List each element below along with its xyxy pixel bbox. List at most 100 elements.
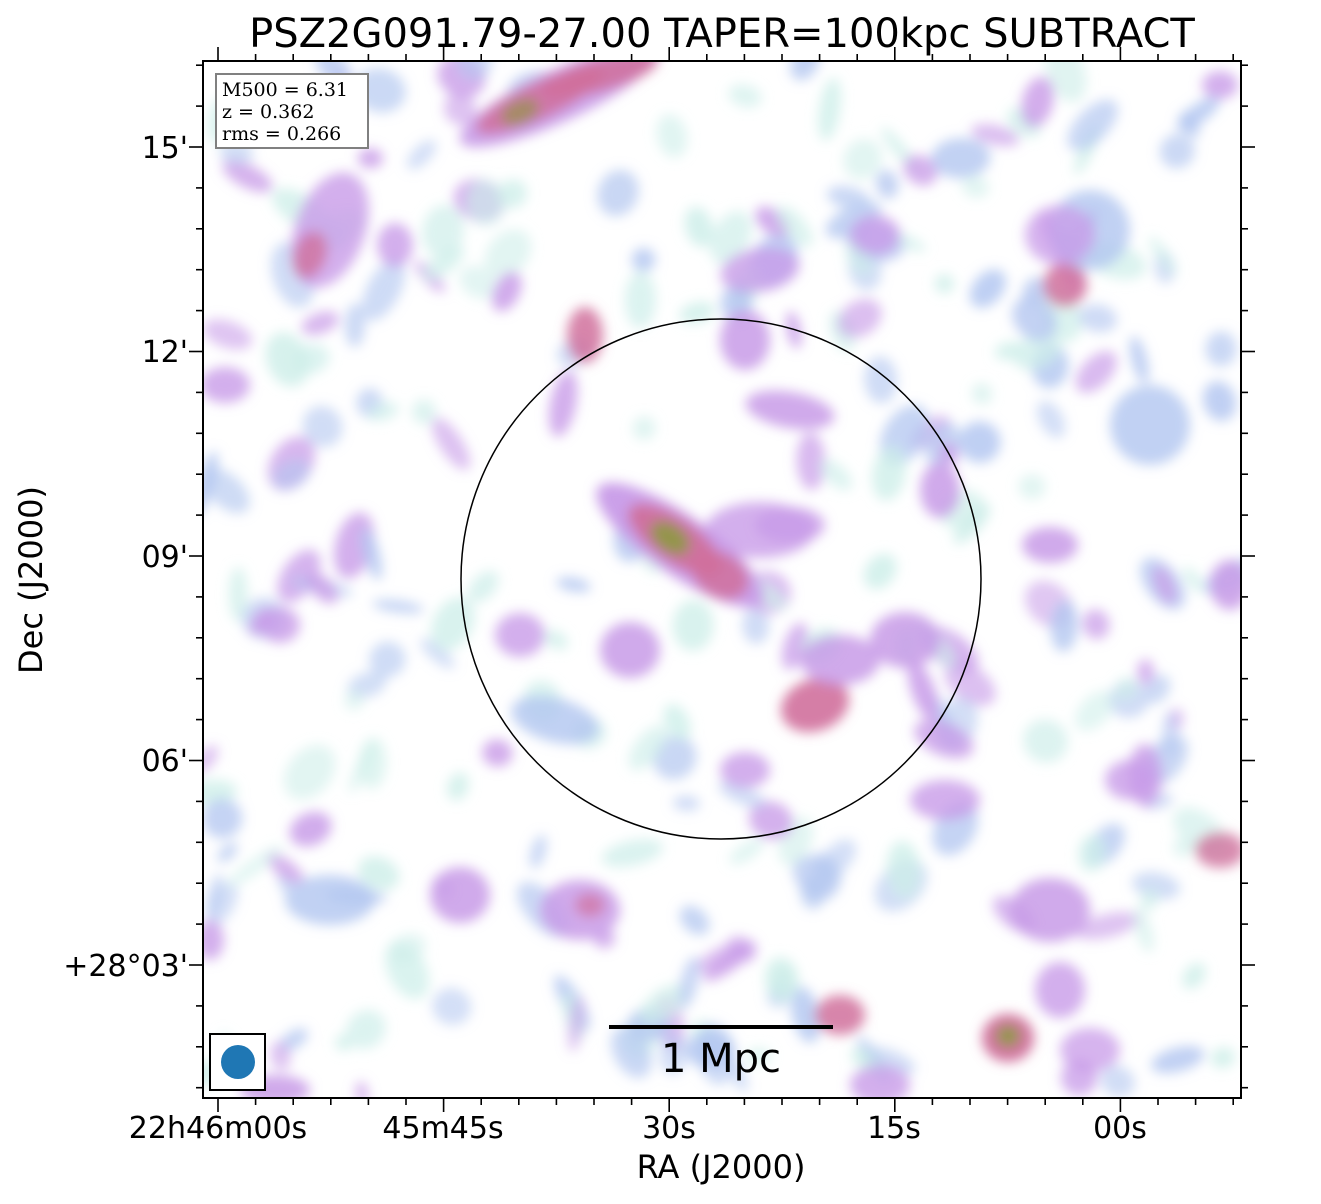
emission-blob bbox=[420, 638, 455, 669]
emission-blob bbox=[567, 995, 585, 1053]
emission-blob bbox=[422, 204, 465, 258]
emission-blob bbox=[727, 935, 757, 963]
emission-feature bbox=[800, 635, 880, 685]
emission-feature bbox=[495, 613, 545, 657]
emission-blob bbox=[1137, 659, 1155, 686]
emission-feature bbox=[870, 612, 940, 668]
emission-feature bbox=[430, 867, 490, 923]
emission-feature bbox=[1202, 71, 1238, 99]
emission-blob bbox=[217, 843, 238, 863]
y-tick-label-0: +28°03' bbox=[63, 949, 188, 984]
emission-blob bbox=[659, 1033, 687, 1075]
emission-feature bbox=[755, 507, 825, 543]
emission-blob bbox=[335, 1034, 352, 1052]
emission-blob bbox=[355, 1081, 369, 1098]
emission-blob bbox=[800, 875, 827, 910]
emission-feature bbox=[910, 780, 980, 820]
emission-blob bbox=[1067, 99, 1118, 151]
emission-blob bbox=[628, 725, 668, 771]
emission-blob bbox=[819, 459, 853, 491]
emission-blob bbox=[970, 123, 1020, 147]
emission-feature bbox=[203, 367, 250, 403]
emission-blob bbox=[203, 798, 243, 839]
emission-blob bbox=[1182, 567, 1205, 593]
emission-blob bbox=[748, 801, 793, 840]
emission-feature bbox=[511, 695, 599, 745]
emission-feature bbox=[377, 223, 413, 267]
emission-blob bbox=[969, 269, 1007, 308]
emission-blob bbox=[387, 933, 426, 964]
emission-blob bbox=[443, 92, 477, 126]
emission-blob bbox=[1202, 381, 1237, 422]
emission-blob bbox=[548, 370, 578, 437]
emission-blob bbox=[289, 811, 332, 847]
emission-feature bbox=[260, 607, 300, 643]
emission-blob bbox=[632, 416, 656, 440]
emission-blob bbox=[367, 402, 399, 421]
emission-blob bbox=[790, 61, 820, 81]
emission-feature bbox=[691, 550, 749, 600]
emission-blob bbox=[372, 599, 424, 614]
emission-blob bbox=[272, 459, 311, 491]
emission-blob bbox=[482, 739, 513, 767]
emission-blob bbox=[283, 744, 336, 800]
emission-blob bbox=[863, 553, 897, 590]
emission-feature bbox=[1110, 385, 1190, 465]
emission-blob bbox=[362, 258, 406, 321]
emission-blob bbox=[431, 417, 471, 470]
info-redshift: z = 0.362 bbox=[222, 101, 314, 123]
emission-blob bbox=[1140, 887, 1159, 912]
emission-blob bbox=[837, 298, 882, 338]
emission-blob bbox=[765, 957, 799, 1002]
emission-blob bbox=[729, 838, 765, 865]
emission-blob bbox=[953, 503, 991, 544]
y-tick-label-3: 12' bbox=[142, 335, 188, 370]
info-rms: rms = 0.266 bbox=[222, 123, 341, 145]
emission-feature bbox=[1105, 760, 1155, 800]
emission-blob bbox=[207, 882, 238, 926]
emission-blob bbox=[228, 567, 248, 622]
x-tick-label-1: 45m45s bbox=[382, 1111, 503, 1146]
emission-blob bbox=[1151, 1045, 1205, 1074]
emission-blob bbox=[203, 451, 219, 516]
emission-blob bbox=[672, 795, 701, 811]
y-tick-label-2: 09' bbox=[142, 540, 188, 575]
emission-feature bbox=[920, 462, 960, 518]
emission-blob bbox=[406, 139, 437, 170]
emission-feature bbox=[720, 247, 800, 293]
emission-blob bbox=[679, 905, 710, 936]
emission-blob bbox=[639, 984, 688, 1025]
emission-blob bbox=[270, 1041, 291, 1071]
y-tick-label-4: 15' bbox=[142, 131, 188, 166]
emission-feature bbox=[1025, 205, 1095, 265]
emission-blob bbox=[467, 570, 499, 603]
emission-blob bbox=[344, 689, 364, 711]
emission-feature bbox=[575, 893, 605, 917]
emission-blob bbox=[776, 205, 813, 247]
emission-blob bbox=[892, 233, 926, 252]
emission-blob bbox=[1021, 76, 1055, 128]
emission-blob bbox=[796, 432, 826, 491]
emission-blob bbox=[1129, 336, 1149, 384]
emission-blob bbox=[1205, 331, 1237, 367]
x-axis-label: RA (J2000) bbox=[637, 1148, 806, 1186]
x-tick-label-3: 15s bbox=[867, 1111, 921, 1146]
emission-blob bbox=[934, 274, 955, 294]
emission-blob bbox=[610, 1026, 652, 1078]
emission-blob bbox=[903, 154, 938, 186]
emission-blob bbox=[907, 660, 939, 722]
emission-blob bbox=[529, 834, 547, 869]
emission-feature bbox=[720, 752, 770, 788]
emission-blob bbox=[556, 577, 591, 593]
emission-blob bbox=[1182, 962, 1206, 989]
emission-blob bbox=[222, 160, 273, 193]
emission-blob bbox=[944, 661, 996, 706]
emission-feature bbox=[745, 390, 835, 430]
info-box-frame bbox=[215, 73, 369, 149]
emission-blob bbox=[728, 84, 762, 108]
r500-circle bbox=[460, 318, 982, 840]
emission-blob bbox=[601, 839, 664, 868]
emission-feature bbox=[541, 61, 659, 97]
